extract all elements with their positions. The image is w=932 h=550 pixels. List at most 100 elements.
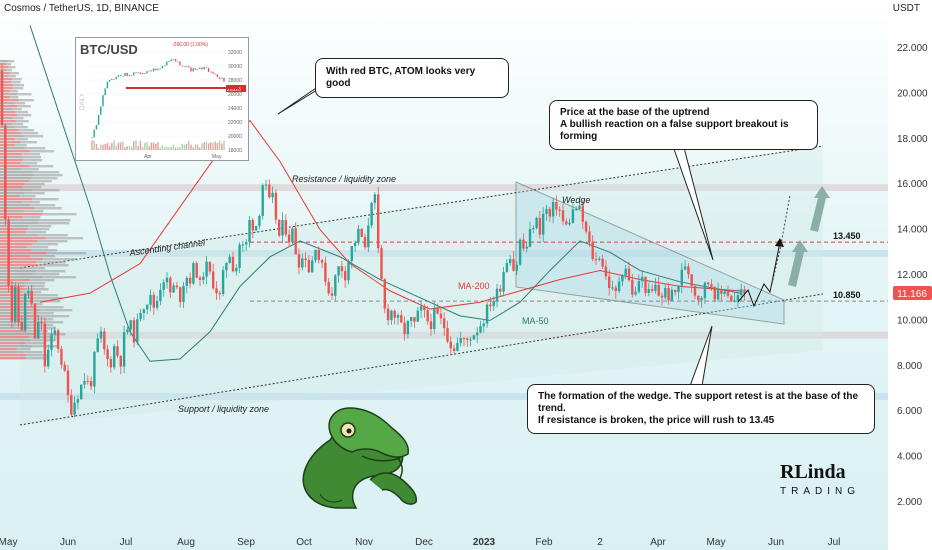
candle-body: [119, 355, 122, 367]
inset-volume-bar: [119, 142, 122, 150]
candle-body: [50, 334, 53, 350]
candle-body: [578, 205, 581, 210]
volume-profile-bar: [26, 354, 48, 357]
volume-profile-bar: [17, 93, 32, 96]
candle-body: [311, 260, 314, 273]
logo-line2: TRADING: [780, 486, 860, 497]
support-zone-label: Support / liquidity zone: [178, 404, 269, 414]
volume-profile-bar: [15, 138, 28, 141]
volume-profile-bar: [38, 219, 71, 222]
volume-profile-bar: [24, 282, 46, 285]
candle-body: [726, 291, 730, 296]
volume-profile-bar: [13, 102, 26, 105]
inset-volume-bar: [181, 143, 183, 150]
volume-profile-bar: [0, 267, 25, 270]
candle-body: [581, 205, 584, 222]
volume-profile-bar: [37, 264, 69, 267]
y-tick-label: 14.000: [897, 225, 928, 236]
volume-profile-bar: [25, 342, 47, 345]
inset-candle: [166, 61, 168, 66]
candle-body: [235, 267, 238, 272]
inset-side-label: DAILY: [80, 93, 86, 110]
inset-y-label: 22000: [228, 120, 242, 126]
volume-profile-bar: [15, 120, 29, 123]
ma-200-label: MA-200: [458, 281, 490, 291]
inset-candle: [119, 75, 122, 76]
inset-volume-bar: [201, 143, 203, 150]
candle-body: [512, 259, 515, 271]
candle-body: [357, 228, 360, 243]
candle-body: [532, 228, 535, 230]
candle-body: [693, 285, 697, 296]
inset-y-label: 28000: [228, 78, 242, 84]
inset-candle: [128, 75, 131, 77]
volume-profile-bar: [0, 300, 34, 303]
volume-profile-bar: [0, 192, 25, 195]
candle-body: [218, 293, 221, 295]
volume-profile-bar: [24, 183, 45, 186]
candle-body: [221, 270, 225, 294]
candle-body: [568, 222, 571, 225]
inset-volume-bar: [126, 146, 128, 150]
inset-candle: [223, 77, 225, 82]
inset-volume-bar: [102, 144, 104, 150]
candle-body: [538, 217, 542, 235]
volume-profile-bar: [0, 234, 38, 237]
candle-body: [4, 125, 7, 220]
volume-profile-bar: [0, 348, 17, 351]
inset-candle: [216, 74, 219, 78]
inset-candle: [179, 61, 181, 66]
candle-body: [505, 263, 509, 273]
candle-body: [155, 301, 159, 308]
candle-body: [284, 220, 287, 235]
candle-body: [716, 289, 720, 300]
candle-body: [363, 236, 367, 248]
inset-volume-bar: [188, 140, 190, 150]
volume-profile-bar: [32, 171, 60, 174]
volume-profile-bar: [0, 327, 31, 330]
volume-profile-bar: [23, 135, 44, 138]
volume-profile-bar: [31, 243, 58, 246]
volume-profile-bar: [0, 111, 16, 114]
candle-body: [70, 395, 73, 415]
candle-body: [172, 285, 175, 293]
volume-profile-bar: [0, 336, 30, 339]
candle-body: [73, 402, 76, 415]
volume-profile-bar: [0, 84, 14, 87]
inset-volume: [91, 140, 225, 150]
candle-body: [30, 290, 33, 304]
volume-profile-bar: [23, 159, 43, 162]
volume-profile-bar: [17, 105, 31, 108]
candle-body: [344, 271, 347, 281]
inset-volume-bar: [170, 147, 172, 150]
inset-candle: [201, 67, 203, 70]
candle-body: [63, 364, 66, 371]
candle-body: [287, 234, 291, 243]
candle-body: [660, 295, 664, 298]
candle-body: [66, 370, 70, 396]
volume-profile-bar: [0, 180, 29, 183]
candle-body: [60, 348, 63, 365]
inset-candle: [159, 68, 161, 70]
candle-body: [667, 287, 670, 301]
volume-profile-bar: [12, 108, 22, 111]
volume-profile-bar: [31, 177, 58, 180]
inset-candle: [150, 70, 153, 72]
candle-body: [281, 220, 284, 236]
volume-profile-bar: [0, 99, 19, 102]
volume-profile-bar: [7, 60, 15, 63]
x-tick-label: 2023: [473, 537, 496, 548]
candle-body: [452, 348, 456, 351]
x-tick-label: Aug: [177, 537, 195, 548]
candle-body: [730, 295, 733, 302]
inset-volume-bar: [100, 144, 102, 150]
candle-body: [710, 284, 713, 287]
inset-candle: [161, 65, 164, 69]
volume-profile-bar: [0, 153, 23, 156]
symbol-header: Cosmos / TetherUS, 1D, BINANCE: [4, 3, 159, 14]
x-tick-label: May: [0, 537, 17, 548]
wedge-callout: The formation of the wedge. The support …: [527, 384, 875, 434]
volume-profile-bar: [0, 354, 27, 357]
candle-body: [7, 219, 10, 286]
volume-profile-bar: [21, 132, 39, 135]
